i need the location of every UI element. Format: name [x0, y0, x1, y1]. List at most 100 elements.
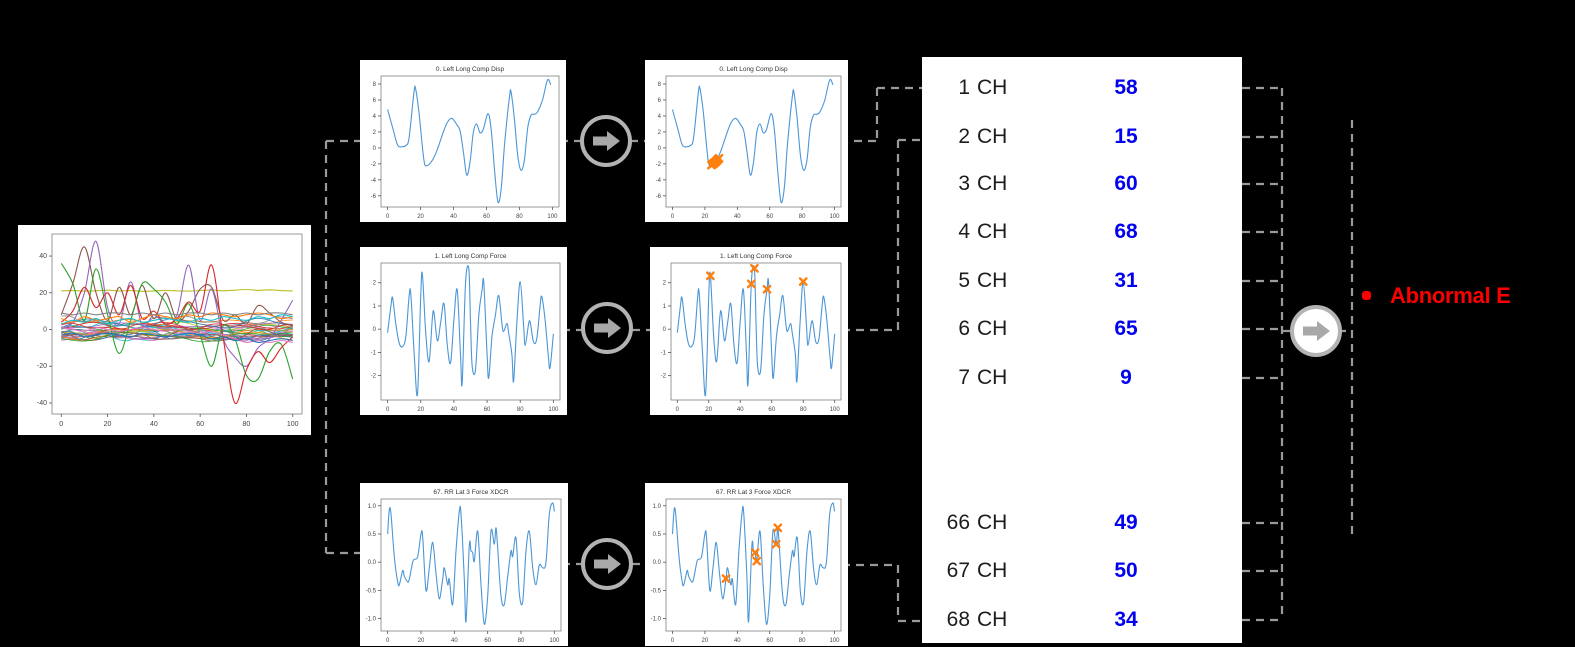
- svg-text:100: 100: [287, 421, 299, 428]
- channel-number: 2: [958, 125, 970, 148]
- svg-text:40: 40: [737, 407, 744, 413]
- svg-text:60: 60: [766, 638, 773, 644]
- svg-text:2: 2: [658, 130, 662, 136]
- channel-row: 4 CH 68: [922, 217, 1242, 247]
- svg-text:-1: -1: [661, 350, 667, 356]
- svg-text:80: 80: [516, 214, 523, 220]
- right-arrow-glyph: [594, 554, 621, 574]
- svg-text:0: 0: [386, 407, 390, 413]
- svg-text:60: 60: [766, 214, 773, 220]
- detection-count-value: 31: [1114, 269, 1138, 292]
- detection-count-value: 15: [1114, 125, 1138, 148]
- peak-marker-icon: [750, 263, 759, 273]
- channel-row: 68 CH 34: [922, 605, 1242, 635]
- peak-marker-icon: [771, 539, 781, 549]
- svg-text:20: 20: [702, 214, 709, 220]
- svg-text:80: 80: [517, 407, 524, 413]
- svg-text:1.0: 1.0: [653, 504, 662, 510]
- svg-text:20: 20: [702, 638, 709, 644]
- svg-text:6: 6: [658, 98, 662, 104]
- detection-count-value: 49: [1114, 511, 1138, 534]
- channel-row: 1 CH 58: [922, 73, 1242, 103]
- svg-text:-2: -2: [371, 162, 377, 168]
- channel-number: 68: [946, 608, 970, 631]
- right-arrow-glyph: [1303, 321, 1330, 341]
- svg-text:1.0: 1.0: [368, 504, 377, 510]
- svg-text:100: 100: [547, 214, 558, 220]
- channel-unit-label: CH: [977, 608, 1008, 631]
- svg-text:40: 40: [150, 421, 158, 428]
- channel-row: 2 CH 15: [922, 122, 1242, 152]
- c1a-svg: 1. Left Long Comp Force 2 1 0 -1 -2 0 20 40 60 80 1…: [371, 253, 561, 413]
- svg-text:80: 80: [518, 638, 525, 644]
- channel-unit-label: CH: [977, 220, 1008, 243]
- peak-marker-icon: [798, 277, 808, 286]
- c67b-svg: 67. RR Lat 3 Force XDCR 1.0 0.5 0.0 -0.5 -1.0…: [651, 489, 842, 644]
- svg-text:20: 20: [705, 407, 712, 413]
- svg-text:1. Left Long Comp Force: 1. Left Long Comp Force: [435, 253, 507, 260]
- svg-text:-20: -20: [37, 363, 47, 370]
- svg-text:40: 40: [734, 638, 741, 644]
- svg-text:0: 0: [43, 327, 47, 334]
- svg-text:4: 4: [373, 114, 377, 120]
- flow-arrow-icon: [581, 302, 633, 354]
- svg-text:1. Left Long Comp Force: 1. Left Long Comp Force: [720, 253, 792, 260]
- peak-marker-icon: [746, 279, 756, 289]
- svg-text:0: 0: [386, 214, 390, 220]
- channel-unit-label: CH: [977, 559, 1008, 582]
- svg-text:6: 6: [373, 98, 377, 104]
- svg-text:0: 0: [373, 327, 377, 333]
- channel1-raw-chart: 1. Left Long Comp Force 2 1 0 -1 -2 0 20 40 60 80 1…: [360, 247, 567, 415]
- svg-text:20: 20: [39, 290, 47, 297]
- svg-text:8: 8: [658, 82, 662, 88]
- svg-text:80: 80: [243, 421, 251, 428]
- svg-text:20: 20: [418, 638, 425, 644]
- svg-text:60: 60: [484, 638, 491, 644]
- svg-text:2: 2: [373, 130, 377, 136]
- overview-svg: 40 20 0 -20 -40 0 20 40 60 80 100: [37, 233, 303, 428]
- flow-arrow-icon: [581, 538, 633, 590]
- channel-row: 6 CH 65: [922, 314, 1242, 344]
- svg-text:100: 100: [830, 214, 841, 220]
- svg-text:4: 4: [658, 114, 662, 120]
- channel0-raw-chart: 0. Left Long Comp Disp 8 6 4 2 0 -2 -4 -6 0 20 40 60…: [360, 60, 566, 222]
- channel-number: 5: [958, 269, 970, 292]
- channel-number: 66: [946, 511, 970, 534]
- svg-text:20: 20: [417, 407, 424, 413]
- svg-text:100: 100: [830, 407, 841, 413]
- svg-text:100: 100: [548, 407, 559, 413]
- svg-text:-6: -6: [656, 194, 662, 200]
- channel1-detected-chart: 1. Left Long Comp Force 2 1 0 -1 -2 0 20 40 60 80 1…: [650, 247, 848, 415]
- channel0-detected-chart: 0. Left Long Comp Disp 8 6 4 2 0 -2 -4 -6 0 20 40 60…: [645, 60, 848, 222]
- svg-text:80: 80: [799, 638, 806, 644]
- bullet-icon: [1362, 291, 1371, 300]
- detection-count-value: 9: [1120, 366, 1132, 389]
- svg-text:0: 0: [671, 214, 675, 220]
- svg-text:0.0: 0.0: [653, 560, 662, 566]
- svg-text:0.0: 0.0: [368, 560, 377, 566]
- svg-text:0: 0: [658, 146, 662, 152]
- peak-marker-icon: [762, 284, 772, 294]
- peak-marker-icon: [773, 523, 783, 533]
- channel-number: 1: [958, 76, 970, 99]
- channel-number: 3: [958, 172, 970, 195]
- channel-number: 6: [958, 317, 970, 340]
- peak-marker-icon: [750, 548, 760, 557]
- svg-text:0. Left Long Comp Disp: 0. Left Long Comp Disp: [719, 66, 788, 73]
- channel-row: 66 CH 49: [922, 508, 1242, 538]
- abnormal-event-label: Abnormal E: [1390, 283, 1511, 308]
- svg-text:80: 80: [800, 407, 807, 413]
- channel67-raw-chart: 67. RR Lat 3 Force XDCR 1.0 0.5 0.0 -0.5 -1.0…: [360, 483, 568, 646]
- svg-text:60: 60: [484, 407, 491, 413]
- svg-text:-4: -4: [656, 178, 662, 184]
- channel-unit-label: CH: [977, 317, 1008, 340]
- svg-text:-0.5: -0.5: [651, 588, 662, 594]
- svg-text:0: 0: [663, 327, 667, 333]
- svg-text:20: 20: [104, 421, 112, 428]
- svg-text:-0.5: -0.5: [366, 588, 377, 594]
- detection-count-value: 60: [1114, 172, 1138, 195]
- svg-text:0: 0: [671, 638, 675, 644]
- svg-text:80: 80: [799, 214, 806, 220]
